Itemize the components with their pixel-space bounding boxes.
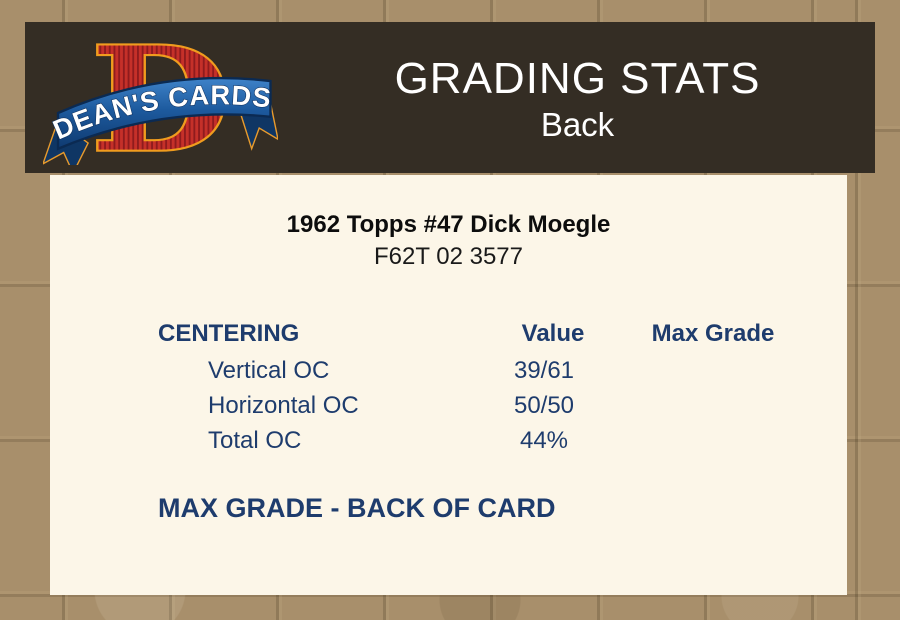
table-row-value: 44% (519, 427, 569, 454)
table-row-max-grade (643, 353, 783, 388)
centering-table: CENTERING Value Max Grade Vertical OC 39… (158, 315, 783, 458)
table-row-value: 50/50 (513, 392, 575, 419)
column-header-max-grade: Max Grade (651, 320, 775, 347)
column-header-value: Value (521, 320, 585, 347)
card-title: 1962 Topps #47 Dick Moegle (286, 211, 611, 238)
page-subtitle: Back (540, 106, 615, 144)
header-band: D DEAN'S CARDS GRADING STATS Back (25, 22, 875, 173)
page-title: GRADING STATS (394, 53, 761, 103)
table-row-label: Horizontal OC (208, 392, 359, 419)
card-serial: F62T 02 3577 (373, 243, 523, 270)
deans-cards-logo-graphic: D DEAN'S CARDS (43, 30, 278, 165)
table-row-value: 39/61 (513, 357, 575, 384)
brand-logo: D DEAN'S CARDS (25, 22, 280, 173)
table-row-label: Total OC (208, 427, 302, 454)
content-panel: 1962 Topps #47 Dick Moegle F62T 02 3577 … (50, 175, 847, 595)
table-row-max-grade (643, 388, 783, 423)
header-titles: GRADING STATS Back (280, 22, 875, 173)
table-row-max-grade (643, 423, 783, 458)
column-header-centering: CENTERING (158, 320, 300, 347)
max-grade-banner: MAX GRADE - BACK OF CARD (158, 493, 556, 523)
logo-ribbon (56, 76, 272, 151)
table-row-label: Vertical OC (208, 357, 330, 384)
